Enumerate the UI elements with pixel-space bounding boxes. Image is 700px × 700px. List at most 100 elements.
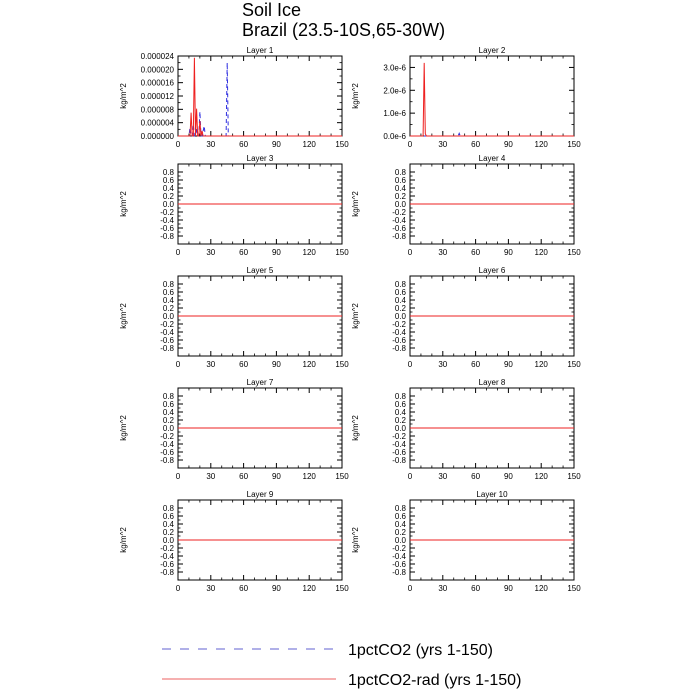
y-tick-label: 0.000008 <box>141 105 175 114</box>
x-tick-label: 150 <box>567 140 581 149</box>
x-tick-label: 60 <box>239 360 248 369</box>
x-tick-label: 150 <box>567 360 581 369</box>
y-tick-label: 0.0 <box>395 200 407 209</box>
panel-title: Layer 4 <box>479 154 506 163</box>
chart-panel-4: Layer 40 30 60 90 120 150-0.8-0.6-0.4-0.20.00… <box>351 154 581 257</box>
panel-title: Layer 2 <box>479 46 506 55</box>
y-tick-label: -0.8 <box>392 456 406 465</box>
y-tick-label: 0.2 <box>395 192 407 201</box>
y-tick-label: 1.0e-6 <box>383 109 406 118</box>
plot-frame <box>177 55 343 137</box>
x-tick-label: 0 <box>176 140 181 149</box>
x-tick-label: 150 <box>335 248 349 257</box>
series-line-2 <box>178 57 342 137</box>
y-tick-label: -0.8 <box>160 456 174 465</box>
chart-panel-5: Layer 50 30 60 90 120 150-0.8-0.6-0.4-0.20.00… <box>119 266 349 369</box>
x-tick-label: 120 <box>535 140 549 149</box>
y-tick-label: 0.000012 <box>141 92 175 101</box>
x-tick-label: 0 <box>408 140 413 149</box>
x-tick-label: 90 <box>272 360 281 369</box>
y-tick-label: 0.4 <box>395 184 407 193</box>
y-tick-label: 0.0 <box>395 424 407 433</box>
y-tick-label: 0.8 <box>163 392 175 401</box>
y-tick-label: -0.2 <box>160 544 174 553</box>
y-tick-label: 0.8 <box>163 168 175 177</box>
y-axis-label: kg/m^2 <box>119 303 128 329</box>
x-tick-label: 90 <box>272 248 281 257</box>
y-tick-label: -0.4 <box>160 552 174 561</box>
y-tick-label: -0.8 <box>392 568 406 577</box>
x-tick-label: 30 <box>438 248 447 257</box>
x-tick-label: 0 <box>176 472 181 481</box>
chart-panel-6: Layer 60 30 60 90 120 150-0.8-0.6-0.4-0.20.00… <box>351 266 581 369</box>
y-tick-label: 0.6 <box>163 512 175 521</box>
y-tick-label: -0.6 <box>160 560 174 569</box>
y-tick-label: -0.4 <box>392 216 406 225</box>
figure-title-line-2: Brazil (23.5-10S,65-30W) <box>242 20 446 40</box>
panel-title: Layer 7 <box>247 378 274 387</box>
y-tick-label: -0.8 <box>160 568 174 577</box>
y-tick-label: -0.4 <box>160 328 174 337</box>
x-tick-label: 90 <box>504 472 513 481</box>
x-tick-label: 30 <box>438 140 447 149</box>
x-tick-label: 60 <box>239 472 248 481</box>
y-tick-label: -0.2 <box>160 208 174 217</box>
y-tick-label: 0.2 <box>163 416 175 425</box>
x-tick-label: 90 <box>272 584 281 593</box>
x-tick-label: 30 <box>438 584 447 593</box>
y-tick-label: -0.4 <box>392 328 406 337</box>
y-tick-label: 0.8 <box>395 280 407 289</box>
y-tick-label: 0.2 <box>395 304 407 313</box>
x-tick-label: 120 <box>535 360 549 369</box>
legend: 1pctCO2 (yrs 1-150) 1pctCO2-rad (yrs 1-15… <box>162 642 521 689</box>
y-tick-label: -0.2 <box>160 320 174 329</box>
y-tick-label: 0.2 <box>163 528 175 537</box>
y-tick-label: -0.2 <box>392 432 406 441</box>
panel-title: Layer 10 <box>476 490 508 499</box>
chart-panel-8: Layer 80 30 60 90 120 150-0.8-0.6-0.4-0.20.00… <box>351 378 581 481</box>
y-axis-label: kg/m^2 <box>351 415 360 441</box>
y-tick-label: -0.6 <box>160 336 174 345</box>
x-tick-label: 120 <box>535 248 549 257</box>
legend-label-2: 1pctCO2-rad (yrs 1-150) <box>348 672 521 689</box>
x-tick-label: 150 <box>567 584 581 593</box>
y-axis-label: kg/m^2 <box>351 527 360 553</box>
x-tick-label: 0 <box>408 360 413 369</box>
x-tick-label: 150 <box>335 360 349 369</box>
x-tick-label: 120 <box>303 140 317 149</box>
x-tick-label: 120 <box>303 360 317 369</box>
y-tick-label: 0.4 <box>395 520 407 529</box>
x-tick-label: 150 <box>567 248 581 257</box>
y-tick-label: 0.000000 <box>141 132 175 141</box>
y-tick-label: -0.8 <box>392 232 406 241</box>
x-tick-label: 0 <box>408 472 413 481</box>
y-tick-label: 0.2 <box>163 192 175 201</box>
x-tick-label: 30 <box>206 472 215 481</box>
y-axis-label: kg/m^2 <box>351 191 360 217</box>
panel-title: Layer 5 <box>247 266 274 275</box>
legend-label-1: 1pctCO2 (yrs 1-150) <box>348 642 493 659</box>
chart-panels: Layer 10 30 60 90 120 1500.0000000.0000040.00… <box>119 46 581 593</box>
y-tick-label: 0.0 <box>163 200 175 209</box>
y-tick-label: 0.8 <box>163 280 175 289</box>
y-axis-label: kg/m^2 <box>119 83 128 109</box>
x-tick-label: 90 <box>504 248 513 257</box>
panel-title: Layer 3 <box>247 154 274 163</box>
y-tick-label: -0.6 <box>392 336 406 345</box>
panel-title: Layer 1 <box>247 46 274 55</box>
x-tick-label: 90 <box>272 140 281 149</box>
y-tick-label: 0.8 <box>395 168 407 177</box>
x-tick-label: 0 <box>176 248 181 257</box>
y-tick-label: 0.0 <box>163 424 175 433</box>
y-tick-label: 0.4 <box>163 184 175 193</box>
x-tick-label: 90 <box>504 584 513 593</box>
x-tick-label: 120 <box>303 248 317 257</box>
y-tick-label: 0.6 <box>395 288 407 297</box>
chart-panel-1: Layer 1 0 30 60 90 120 150 0.000000 0.000004 0.00… <box>119 46 349 149</box>
y-axis-label: kg/m^2 <box>119 527 128 553</box>
y-tick-label: 0.8 <box>163 504 175 513</box>
y-tick-label: -0.4 <box>160 216 174 225</box>
y-tick-label: 0.0e-6 <box>383 132 406 141</box>
y-tick-label: 0.4 <box>395 296 407 305</box>
